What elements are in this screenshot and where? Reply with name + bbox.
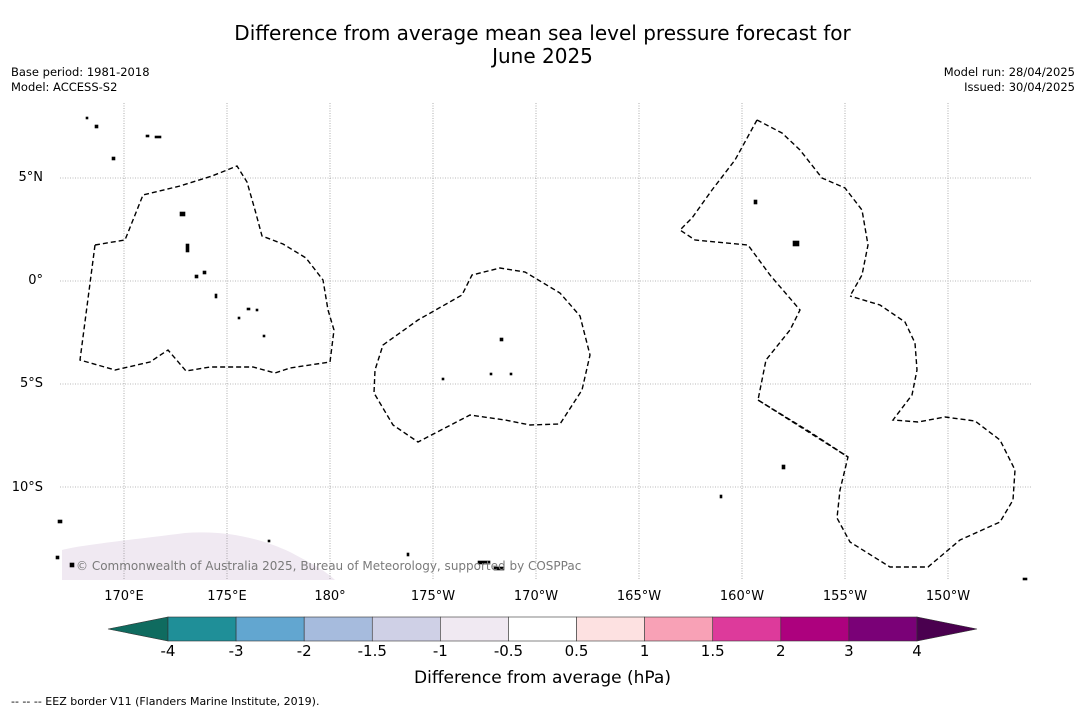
colorbar-tick-label: -1 xyxy=(432,642,448,660)
lon-label-180: 180° xyxy=(314,589,346,604)
colorbar-tick-label: 1 xyxy=(639,642,650,660)
meta-right: Model run: 28/04/2025 Issued: 30/04/2025 xyxy=(944,65,1075,95)
gridlines xyxy=(60,103,1032,580)
eez-footnote: -- -- -- EEZ border V11 (Flanders Marine… xyxy=(11,695,320,708)
colorbar-tick-label: 3 xyxy=(844,642,854,660)
colorbar-tick-label: -4 xyxy=(160,642,176,660)
lon-label-170w: 170°W xyxy=(513,589,559,604)
colorbar-title: Difference from average (hPa) xyxy=(414,668,671,688)
eez-border-phoenix-cook xyxy=(678,119,1016,568)
colorbar-extend-low xyxy=(107,616,169,642)
lat-label-10s: 10°S xyxy=(11,480,43,495)
colorbar-bin-4 xyxy=(440,616,509,642)
eez-border-kiribati-gilbert xyxy=(79,165,335,374)
lon-label-155w: 155°W xyxy=(822,589,868,604)
lon-label-165w: 165°W xyxy=(616,589,662,604)
lat-label-5n: 5°N xyxy=(18,170,44,185)
lon-label-175w: 175°W xyxy=(410,589,456,604)
lat-label-0: 0° xyxy=(28,273,43,288)
title-line-2: June 2025 xyxy=(492,44,593,68)
colorbar-bin-8 xyxy=(712,616,782,642)
lon-label-175e: 175°E xyxy=(207,589,247,604)
colorbar-bin-6 xyxy=(576,616,645,642)
islands xyxy=(55,116,1028,581)
colorbar-bin-1 xyxy=(235,616,305,642)
colorbar-tick-label: -1.5 xyxy=(357,642,387,660)
colorbar-tick-label: -3 xyxy=(228,642,244,660)
lon-label-150w: 150°W xyxy=(925,589,971,604)
chart-title: Difference from average mean sea level p… xyxy=(0,22,1085,68)
colorbar-bin-9 xyxy=(780,616,850,642)
colorbar-bin-7 xyxy=(644,616,714,642)
eez-border-tuvalu-tokelau xyxy=(373,267,591,443)
eez-border-kiribati-divider xyxy=(757,399,849,458)
model-run-text: Model run: 28/04/2025 xyxy=(943,65,1075,79)
colorbar-tick-label: 0.5 xyxy=(564,642,589,660)
meta-left: Base period: 1981-2018 Model: ACCESS-S2 xyxy=(11,65,150,95)
model-text: Model: ACCESS-S2 xyxy=(11,80,118,94)
eez-border-line-islands xyxy=(756,119,869,297)
colorbar-bin-10 xyxy=(848,616,918,642)
copyright-text: © Commonwealth of Australia 2025, Bureau… xyxy=(76,559,582,573)
colorbar-tick-label: -2 xyxy=(296,642,312,660)
pressure-anomaly-shading xyxy=(62,532,335,580)
colorbar-bin-5 xyxy=(508,616,577,642)
colorbar-tick-label: 1.5 xyxy=(700,642,725,660)
colorbar-tick-label: 4 xyxy=(912,642,922,660)
colorbar-bin-0 xyxy=(167,616,237,642)
colorbar-bin-3 xyxy=(371,616,441,642)
base-period-text: Base period: 1981-2018 xyxy=(11,65,150,79)
title-line-1: Difference from average mean sea level p… xyxy=(234,21,851,45)
issued-text: Issued: 30/04/2025 xyxy=(964,80,1075,94)
colorbar-tick-label: 2 xyxy=(776,642,786,660)
lat-label-5s: 5°S xyxy=(19,376,43,391)
colorbar-extend-high xyxy=(916,616,978,642)
colorbar-tick-label: -0.5 xyxy=(493,642,524,660)
lon-label-160w: 160°W xyxy=(719,589,765,604)
lon-label-170e: 170°E xyxy=(104,589,144,604)
colorbar-bin-2 xyxy=(303,616,373,642)
colorbar xyxy=(107,616,978,642)
